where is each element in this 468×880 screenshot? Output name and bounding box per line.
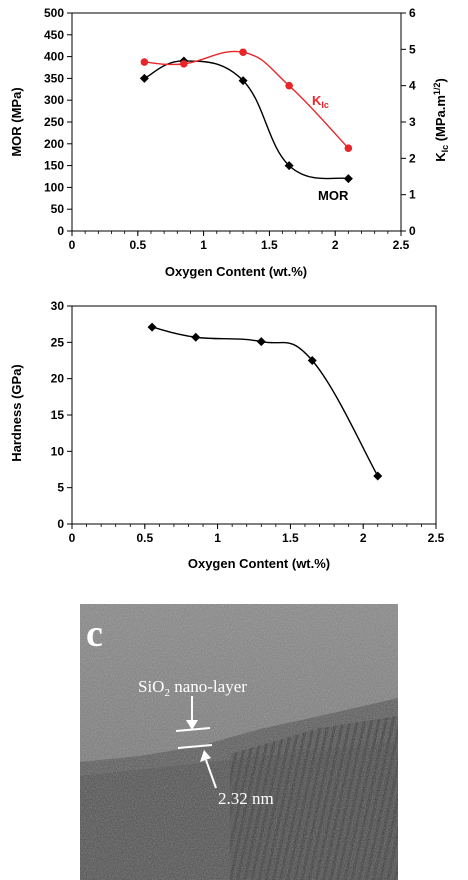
layer-bottom-marker (177, 744, 213, 749)
arrow-down-head (186, 720, 198, 730)
data-point-mor (343, 174, 353, 184)
series-label-kic: KIc (312, 93, 329, 110)
chart2-y-tick-label: 20 (51, 372, 65, 386)
tem-image: c SiO2 nano-layer 2.32 nm (80, 604, 398, 880)
chart1-x-tick-label: 2 (332, 238, 339, 252)
chart1-series-lines (144, 50, 349, 180)
chart1-y2-tick-label: 0 (409, 224, 416, 238)
chart2-x-tick-label: 2.5 (428, 531, 445, 545)
chart1-y-tick-label: 250 (44, 115, 64, 129)
series-line-hardness (151, 326, 379, 477)
chart1-y-tick-label: 150 (44, 159, 64, 173)
chart2-x-tick-label: 1.5 (282, 531, 299, 545)
data-point-kic (239, 48, 247, 57)
chart1-y-axis-label: MOR (MPa) (9, 87, 24, 156)
data-point-hardness (256, 337, 266, 347)
data-point-kic (180, 60, 188, 68)
data-point-kic (285, 81, 293, 90)
series-label-mor: MOR (318, 188, 349, 203)
chart1-x-tick-label: 1 (200, 238, 207, 252)
chart1-x-tick-label: 1.5 (261, 238, 278, 252)
chart2-x-axis-label: Oxygen Content (wt.%) (188, 556, 330, 571)
chart1-y-tick-label: 350 (44, 71, 64, 85)
chart1-y2-tick-label: 1 (409, 188, 416, 202)
chart2-y-tick-label: 5 (57, 481, 64, 495)
chart1-y2-tick-label: 6 (409, 6, 416, 20)
chart2-y-tick-label: 10 (51, 444, 65, 458)
hardness-chart: 0 0.5 1 1.5 2 2.5 0 5 10 15 20 25 30 Oxygen Content … (9, 299, 445, 571)
panel-letter: c (86, 613, 103, 655)
chart1-y-tick-label: 50 (51, 202, 65, 216)
chart1-y-tick-label: 500 (44, 6, 64, 20)
chart1-y2-tick-label: 4 (409, 79, 416, 93)
tem-micrograph: c SiO2 nano-layer 2.32 nm (80, 604, 398, 880)
arrow-up-head (200, 750, 211, 762)
chart2-markers (147, 322, 383, 481)
chart1-y-tick-label: 200 (44, 137, 64, 151)
arrow-up (205, 759, 217, 789)
series-line-mor (144, 60, 349, 180)
data-point-mor (139, 73, 149, 83)
chart1-y-tick-label: 400 (44, 50, 64, 64)
chart1-y-tick-label: 300 (44, 93, 64, 107)
chart2-x-tick-label: 2 (360, 531, 367, 545)
chart1-x-tick-label: 2.5 (393, 238, 410, 252)
chart1-y-tick-label: 450 (44, 28, 64, 42)
chart1-y-tick-label: 100 (44, 180, 64, 194)
layer-label: SiO2 nano-layer (138, 677, 247, 699)
chart1-axes: 0 0.5 1 1.5 2 2.50501001502002503003504004505… (44, 6, 416, 252)
chart2-x-tick-label: 1 (214, 531, 221, 545)
data-point-hardness (373, 471, 383, 481)
chart1-y-tick-label: 0 (57, 224, 64, 238)
data-point-hardness (307, 356, 317, 365)
chart2-plot-frame (71, 305, 437, 525)
mor-kic-chart: 0 0.5 1 1.5 2 2.50501001502002503003504004505… (9, 6, 450, 279)
data-point-mor (284, 161, 294, 171)
chart2-y-tick-label: 15 (51, 408, 65, 422)
chart1-y2-tick-label: 2 (409, 151, 416, 165)
data-point-kic (344, 144, 353, 152)
chart2-series-line (151, 326, 379, 477)
chart1-plot-frame (71, 12, 402, 232)
chart1-x-axis-label: Oxygen Content (wt.%) (165, 264, 307, 279)
data-point-hardness (191, 332, 201, 342)
chart1-x-tick-label: 0 (69, 238, 76, 252)
chart2-y-tick-label: 0 (57, 517, 64, 531)
chart2-y-tick-label: 30 (51, 299, 65, 313)
chart1-y2-tick-label: 5 (409, 42, 416, 56)
chart1-x-tick-label: 0.5 (129, 238, 146, 252)
chart1-y2-axis-label: KIc (MPa.m1/2) (432, 78, 450, 162)
chart2-axes: 0 0.5 1 1.5 2 2.5 0 5 10 15 20 25 30 (51, 299, 445, 545)
thickness-label: 2.32 nm (218, 789, 274, 808)
chart2-y-axis-label: Hardness (GPa) (9, 364, 24, 462)
data-point-hardness (147, 322, 157, 332)
chart2-x-tick-label: 0.5 (136, 531, 153, 545)
chart2-x-tick-label: 0 (69, 531, 76, 545)
data-point-kic (140, 58, 149, 66)
layer-top-marker (175, 727, 211, 732)
chart2-y-tick-label: 25 (51, 335, 65, 349)
data-point-mor (238, 76, 248, 86)
chart1-markers (139, 48, 353, 184)
chart1-y2-tick-label: 3 (409, 115, 416, 129)
